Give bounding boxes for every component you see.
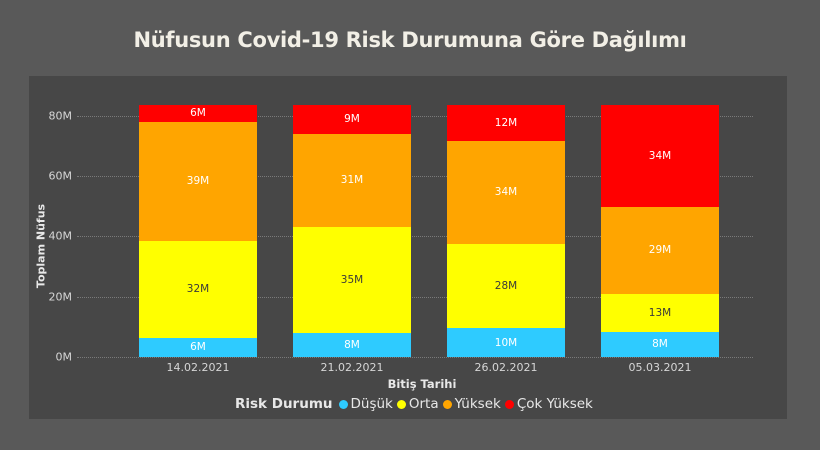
bar-21.02.2021[interactable]: 8M 35M 31M 9M	[293, 76, 411, 357]
data-label: 29M	[648, 244, 672, 257]
gridline	[77, 357, 753, 358]
data-label: 28M	[494, 279, 518, 292]
x-axis-title: Bitiş Tarihi	[387, 377, 457, 391]
y-tick-label: 40M	[48, 229, 73, 243]
bar-segment[interactable]: 8M	[293, 332, 411, 357]
bar-segment[interactable]: 32M	[139, 240, 257, 338]
x-tick-label: 21.02.2021	[320, 361, 384, 374]
plot-area: Toplam Nüfus Bitiş Tarihi Risk Durumu Dü…	[29, 76, 787, 419]
data-label: 6M	[190, 107, 206, 120]
gridline	[77, 296, 753, 298]
legend-dot-icon	[442, 399, 452, 409]
data-label: 31M	[340, 174, 364, 187]
gridline	[77, 176, 753, 178]
bar-segment[interactable]: 29M	[601, 206, 719, 294]
gridline	[77, 115, 753, 117]
data-label: 9M	[344, 113, 360, 126]
data-label: 13M	[648, 306, 672, 319]
bar-segment[interactable]: 13M	[601, 293, 719, 332]
legend-item-dusuk[interactable]: Düşük	[338, 396, 393, 412]
y-axis-title: Toplam Nüfus	[34, 203, 48, 289]
data-label: 12M	[494, 116, 518, 129]
bar-segment[interactable]: 12M	[447, 104, 565, 141]
legend-dot-icon	[396, 399, 406, 409]
data-label: 35M	[340, 273, 364, 286]
data-label: 39M	[186, 175, 210, 188]
y-tick-label: 60M	[48, 169, 73, 183]
legend-label: Orta	[408, 396, 439, 412]
bar-26.02.2021[interactable]: 10M 28M 34M 12M	[447, 76, 565, 357]
legend-label: Düşük	[350, 396, 393, 412]
legend-dot-icon	[338, 399, 348, 409]
bar-segment[interactable]: 9M	[293, 104, 411, 134]
legend-title: Risk Durumu	[235, 396, 333, 412]
data-label: 34M	[494, 186, 518, 199]
bar-segment[interactable]: 28M	[447, 243, 565, 329]
bar-segment[interactable]: 34M	[447, 140, 565, 244]
data-label: 32M	[186, 283, 210, 296]
chart-panel: Toplam Nüfus Bitiş Tarihi Risk Durumu Dü…	[29, 76, 787, 419]
bar-segment[interactable]: 6M	[139, 104, 257, 122]
bar-14.02.2021[interactable]: 6M 32M 39M 6M	[139, 76, 257, 357]
bar-segment[interactable]: 35M	[293, 226, 411, 333]
bar-segment[interactable]: 34M	[601, 104, 719, 207]
legend-item-cok-yuksek[interactable]: Çok Yüksek	[504, 396, 593, 412]
x-tick-label: 26.02.2021	[474, 361, 538, 374]
legend-label: Yüksek	[454, 396, 501, 412]
data-label: 6M	[190, 341, 206, 354]
data-label: 8M	[344, 338, 360, 351]
chart-title: Nüfusun Covid-19 Risk Durumuna Göre Dağı…	[133, 28, 687, 52]
x-tick-label: 05.03.2021	[628, 361, 692, 374]
gridline	[77, 236, 753, 238]
data-label: 10M	[494, 336, 518, 349]
bar-segment[interactable]: 31M	[293, 133, 411, 227]
legend-label: Çok Yüksek	[516, 396, 593, 412]
legend: Risk Durumu Düşük Orta Yüksek Çok Yüksek	[235, 396, 597, 412]
y-tick-label: 20M	[48, 290, 73, 304]
bar-segment[interactable]: 8M	[601, 331, 719, 357]
bar-segment[interactable]: 6M	[139, 338, 257, 357]
y-tick-label: 80M	[48, 109, 73, 123]
y-tick-label: 0M	[55, 350, 73, 364]
bar-05.03.2021[interactable]: 8M 13M 29M 34M	[601, 76, 719, 357]
bar-segment[interactable]: 39M	[139, 121, 257, 241]
legend-item-orta[interactable]: Orta	[396, 396, 439, 412]
legend-dot-icon	[504, 399, 514, 409]
data-label: 8M	[652, 338, 668, 351]
bar-segment[interactable]: 10M	[447, 328, 565, 357]
data-label: 34M	[648, 149, 672, 162]
x-tick-label: 14.02.2021	[166, 361, 230, 374]
legend-item-yuksek[interactable]: Yüksek	[442, 396, 501, 412]
